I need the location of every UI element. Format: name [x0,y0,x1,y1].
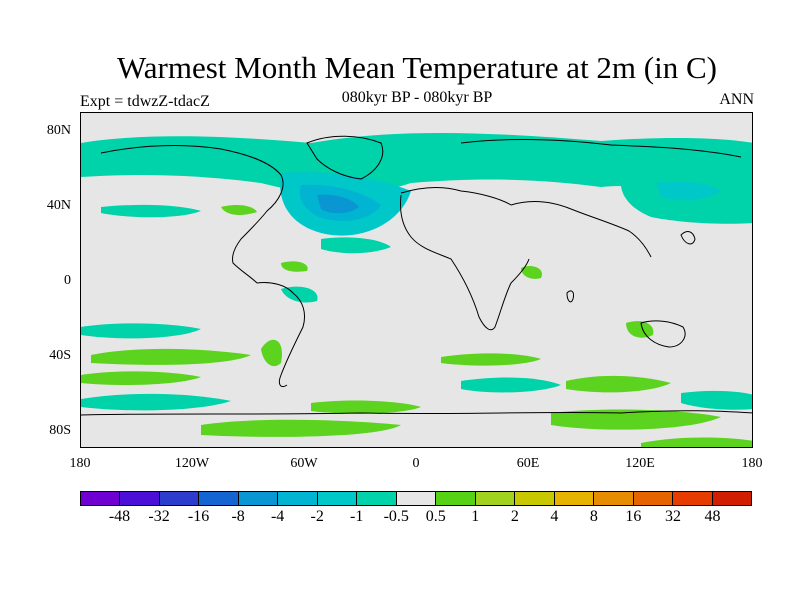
color-scale-swatch [159,492,200,505]
color-scale-label: 1 [471,508,480,525]
lat-tick-label: 0 [64,273,71,288]
color-scale-label: -48 [108,508,131,525]
cool-anomaly-patches [81,132,752,411]
averaging-period-label: ANN [719,91,754,108]
color-scale-swatch [199,492,239,505]
color-scale-label: -16 [187,508,210,525]
color-scale-label: -2 [310,508,324,525]
color-scale-label: 48 [704,508,721,525]
warm-anomaly-patches [81,204,752,447]
lon-tick-label: 180 [741,456,763,471]
color-scale-swatch [475,492,516,505]
lon-tick-label: 60W [290,456,318,471]
color-scale-bar [80,491,752,506]
color-scale-swatch [633,492,674,505]
color-scale-label: -8 [231,508,245,525]
color-scale-swatch [278,492,318,505]
color-scale-swatch [81,492,121,505]
color-scale-label: -32 [148,508,170,525]
color-scale-swatch [120,492,160,505]
color-scale-swatch [712,492,751,505]
color-scale-label: -1 [350,508,364,525]
color-scale-swatch [673,492,713,505]
lat-tick-label: 80S [49,423,71,438]
color-scale-swatch [436,492,476,505]
temperature-anomaly-map [81,132,752,447]
experiment-label: Expt = tdwzZ-tdacZ [80,93,210,110]
lon-tick-label: 0 [412,456,420,471]
lat-tick-label: 80N [46,123,71,138]
color-scale-swatch [396,492,437,505]
color-scale-swatch [594,492,634,505]
color-scale-label: -0.5 [383,508,409,525]
lon-tick-label: 120W [174,456,210,471]
color-scale-swatch [554,492,595,505]
color-scale-label: 16 [625,508,642,525]
chart-subtitle: 080kyr BP - 080kyr BP [341,89,493,106]
color-scale-label: -4 [270,508,285,525]
color-scale-label: 32 [664,508,681,525]
color-scale-label: 4 [550,508,559,525]
color-scale-label: 0.5 [425,508,446,525]
color-scale-swatch [238,492,279,505]
lon-tick-label: 60E [516,456,540,471]
lon-tick-label: 120E [625,456,655,471]
map-panel [80,112,753,448]
color-scale-swatch [317,492,358,505]
color-scale-swatch [515,492,555,505]
color-scale-label: 8 [589,508,598,525]
color-scale-label: 2 [510,508,519,525]
lat-tick-label: 40S [49,348,71,363]
lat-tick-label: 40N [46,198,71,213]
color-scale-swatch [357,492,397,505]
chart-title: Warmest Month Mean Temperature at 2m (in… [117,50,717,85]
coastlines [81,135,752,416]
lon-tick-label: 180 [69,456,91,471]
